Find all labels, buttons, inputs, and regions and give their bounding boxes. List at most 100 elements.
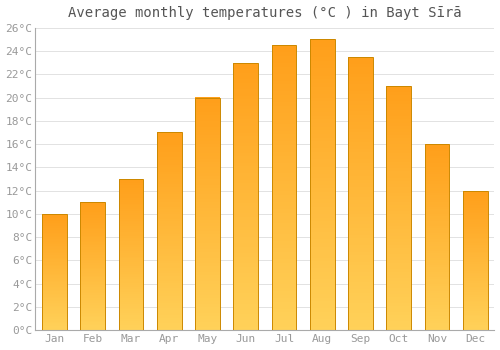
Bar bbox=[348, 146, 373, 149]
Bar bbox=[424, 218, 450, 221]
Bar bbox=[118, 289, 144, 290]
Bar bbox=[80, 304, 105, 306]
Bar bbox=[118, 204, 144, 205]
Bar bbox=[42, 265, 67, 266]
Bar bbox=[310, 301, 334, 305]
Bar bbox=[195, 138, 220, 141]
Bar bbox=[42, 317, 67, 318]
Bar bbox=[42, 300, 67, 301]
Bar bbox=[195, 327, 220, 330]
Bar bbox=[463, 220, 487, 222]
Bar bbox=[463, 222, 487, 224]
Bar bbox=[118, 324, 144, 327]
Bar bbox=[234, 173, 258, 176]
Bar bbox=[272, 74, 296, 77]
Bar bbox=[424, 288, 450, 291]
Bar bbox=[463, 280, 487, 281]
Bar bbox=[80, 303, 105, 304]
Bar bbox=[348, 289, 373, 293]
Bar bbox=[463, 225, 487, 227]
Bar bbox=[118, 187, 144, 188]
Bar bbox=[42, 241, 67, 243]
Bar bbox=[386, 217, 411, 220]
Bar bbox=[234, 324, 258, 327]
Bar bbox=[157, 231, 182, 234]
Bar bbox=[310, 210, 334, 214]
Bar bbox=[234, 200, 258, 203]
Bar bbox=[80, 329, 105, 330]
Bar bbox=[234, 86, 258, 89]
Bar bbox=[195, 161, 220, 164]
Bar bbox=[234, 213, 258, 217]
Bar bbox=[424, 265, 450, 267]
Bar bbox=[386, 257, 411, 260]
Bar bbox=[157, 273, 182, 276]
Bar bbox=[234, 320, 258, 324]
Bar bbox=[386, 181, 411, 184]
Bar bbox=[42, 303, 67, 304]
Bar bbox=[424, 211, 450, 214]
Bar bbox=[386, 150, 411, 153]
Bar bbox=[463, 311, 487, 313]
Bar bbox=[310, 152, 334, 156]
Bar bbox=[195, 246, 220, 249]
Bar bbox=[424, 146, 450, 149]
Bar bbox=[80, 321, 105, 322]
Bar bbox=[195, 147, 220, 150]
Bar bbox=[463, 267, 487, 269]
Bar bbox=[272, 77, 296, 81]
Bar bbox=[157, 209, 182, 211]
Bar bbox=[463, 234, 487, 236]
Bar bbox=[234, 240, 258, 243]
Bar bbox=[195, 287, 220, 289]
Bar bbox=[80, 250, 105, 252]
Bar bbox=[463, 203, 487, 205]
Bar bbox=[80, 266, 105, 268]
Bar bbox=[272, 245, 296, 248]
Bar bbox=[272, 102, 296, 106]
Bar bbox=[272, 216, 296, 220]
Bar bbox=[424, 279, 450, 281]
Bar bbox=[310, 250, 334, 254]
Bar bbox=[42, 295, 67, 297]
Bar bbox=[386, 190, 411, 193]
Bar bbox=[234, 187, 258, 190]
Bar bbox=[272, 174, 296, 177]
Bar bbox=[42, 224, 67, 225]
Bar bbox=[195, 229, 220, 231]
Bar bbox=[118, 183, 144, 185]
Bar bbox=[195, 272, 220, 275]
Bar bbox=[348, 125, 373, 128]
Bar bbox=[195, 249, 220, 252]
Bar bbox=[118, 290, 144, 293]
Bar bbox=[424, 302, 450, 304]
Bar bbox=[463, 206, 487, 208]
Bar bbox=[424, 181, 450, 184]
Bar bbox=[386, 312, 411, 315]
Bar bbox=[424, 174, 450, 177]
Bar bbox=[272, 291, 296, 295]
Bar bbox=[80, 287, 105, 289]
Bar bbox=[424, 165, 450, 167]
Bar bbox=[157, 268, 182, 271]
Bar bbox=[195, 310, 220, 313]
Bar bbox=[463, 294, 487, 295]
Bar bbox=[463, 283, 487, 285]
Bar bbox=[386, 165, 411, 168]
Bar bbox=[348, 108, 373, 111]
Bar bbox=[80, 255, 105, 257]
Bar bbox=[195, 98, 220, 100]
Bar bbox=[118, 179, 144, 181]
Bar bbox=[80, 253, 105, 255]
Bar bbox=[272, 170, 296, 174]
Bar bbox=[463, 205, 487, 206]
Bar bbox=[348, 156, 373, 159]
Bar bbox=[195, 243, 220, 246]
Bar bbox=[348, 224, 373, 228]
Bar bbox=[195, 205, 220, 208]
Bar bbox=[348, 320, 373, 323]
Bar bbox=[118, 300, 144, 302]
Bar bbox=[234, 143, 258, 146]
Bar bbox=[118, 287, 144, 289]
Bar bbox=[424, 184, 450, 186]
